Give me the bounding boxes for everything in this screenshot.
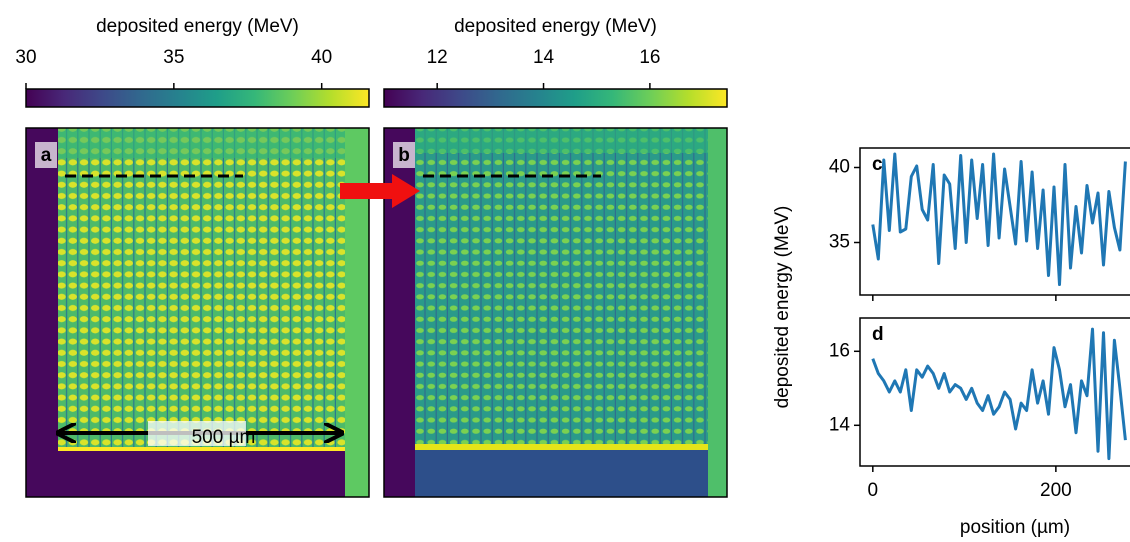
tick-label: 14	[533, 47, 555, 68]
tick-label: 30	[15, 47, 36, 68]
x-tick-label: 200	[1040, 480, 1072, 501]
colorbar	[25, 88, 370, 108]
plot-frame	[859, 147, 1130, 296]
line	[871, 152, 1127, 286]
image-edge	[708, 128, 727, 497]
y-tick-label: 14	[829, 414, 851, 435]
x-tick-label: 0	[868, 480, 879, 501]
image-b	[383, 127, 728, 498]
image-edge	[415, 444, 708, 450]
x-axis-label: position (µm)	[960, 517, 1070, 538]
image-frame	[383, 127, 728, 498]
image-edge	[415, 128, 710, 153]
tick-label: 12	[427, 47, 448, 68]
tick-label: 35	[163, 47, 184, 68]
image-texture	[58, 128, 355, 450]
scale-label: 500 µm	[192, 427, 256, 448]
tick-label: 16	[639, 47, 660, 68]
image-edge	[58, 128, 355, 158]
arrow	[340, 174, 420, 208]
y-tick-label: 35	[829, 232, 850, 253]
panel-label: a	[41, 145, 52, 166]
label-box	[393, 142, 415, 168]
colorbar-label: deposited energy (MeV)	[454, 16, 657, 37]
y-axis-label: deposited energy (MeV)	[772, 206, 793, 409]
panel-label: b	[398, 145, 410, 166]
colorbar-label: deposited energy (MeV)	[96, 16, 299, 37]
image-texture	[415, 128, 710, 450]
tick-label: 40	[311, 47, 332, 68]
label-box	[148, 421, 246, 446]
y-tick-label: 16	[829, 340, 850, 361]
y-tick-label: 40	[829, 157, 850, 178]
image-bottom	[415, 450, 708, 497]
image-frame	[25, 127, 370, 498]
plot-frame	[859, 317, 1130, 467]
image-edge	[58, 447, 345, 451]
panel-label: c	[872, 154, 883, 175]
colorbar	[383, 88, 728, 108]
line	[871, 327, 1127, 461]
label-box	[35, 142, 57, 168]
panel-label: d	[872, 324, 884, 345]
